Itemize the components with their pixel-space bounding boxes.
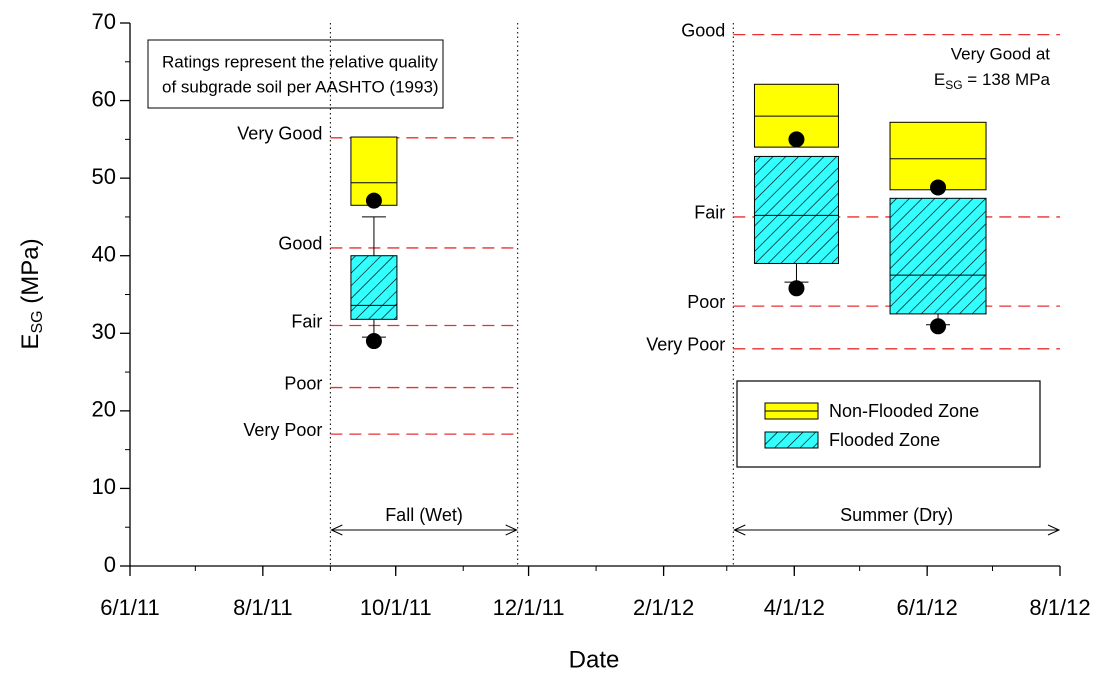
y-tick-label: 30 [92, 319, 116, 344]
outlier-dot [788, 131, 805, 148]
x-axis-label: Date [569, 646, 620, 673]
y-tick-label: 10 [92, 474, 116, 499]
x-tick-label: 12/1/11 [493, 595, 565, 620]
note-box [147, 39, 444, 109]
y-tick-label: 50 [92, 164, 116, 189]
arrow-head [330, 524, 343, 536]
rating-label: Very Poor [243, 420, 322, 440]
note-line: Ratings represent the relative quality [162, 52, 438, 71]
x-tick-label: 8/1/12 [1029, 595, 1090, 620]
rating-label: Poor [687, 292, 725, 312]
arrow-head [733, 524, 746, 536]
x-tick-label: 10/1/11 [360, 595, 432, 620]
y-tick-label: 40 [92, 242, 116, 267]
x-tick-label: 6/1/12 [897, 595, 958, 620]
note2-line: Very Good at [951, 44, 1051, 63]
rating-label: Good [681, 20, 725, 40]
legend-label: Flooded Zone [829, 430, 940, 450]
rating-label: Very Good [237, 124, 322, 144]
y-tick-label: 60 [92, 86, 116, 111]
rating-label: Fair [291, 311, 322, 331]
outlier-dot [788, 280, 805, 297]
x-tick-label: 2/1/12 [633, 595, 694, 620]
y-tick-label: 0 [104, 552, 116, 577]
period-label: Fall (Wet) [385, 505, 463, 525]
legend-label: Non-Flooded Zone [829, 401, 979, 421]
legend-swatch [764, 431, 819, 449]
x-tick-label: 6/1/11 [100, 595, 160, 620]
outlier-dot [930, 318, 947, 335]
box [889, 121, 987, 191]
arrow-head [505, 524, 518, 536]
outlier-dot [365, 192, 382, 209]
outlier-dot [365, 333, 382, 350]
box [889, 197, 987, 315]
x-tick-label: 4/1/12 [764, 595, 825, 620]
x-tick-label: 8/1/11 [233, 595, 293, 620]
y-axis-label: ESG (MPa) [17, 238, 46, 349]
arrow-head [1047, 524, 1061, 536]
rating-label: Poor [284, 373, 322, 393]
note2-line: ESG = 138 MPa [934, 70, 1051, 92]
outlier-dot [930, 179, 947, 196]
box [350, 255, 398, 320]
y-tick-label: 20 [92, 397, 116, 422]
rating-label: Good [278, 234, 322, 254]
period-label: Summer (Dry) [840, 505, 953, 525]
note-line: of subgrade soil per AASHTO (1993) [162, 77, 439, 96]
legend-box [736, 380, 1041, 468]
y-tick-label: 70 [92, 9, 116, 34]
rating-label: Fair [694, 203, 725, 223]
box [753, 155, 839, 264]
rating-label: Very Poor [646, 335, 725, 355]
